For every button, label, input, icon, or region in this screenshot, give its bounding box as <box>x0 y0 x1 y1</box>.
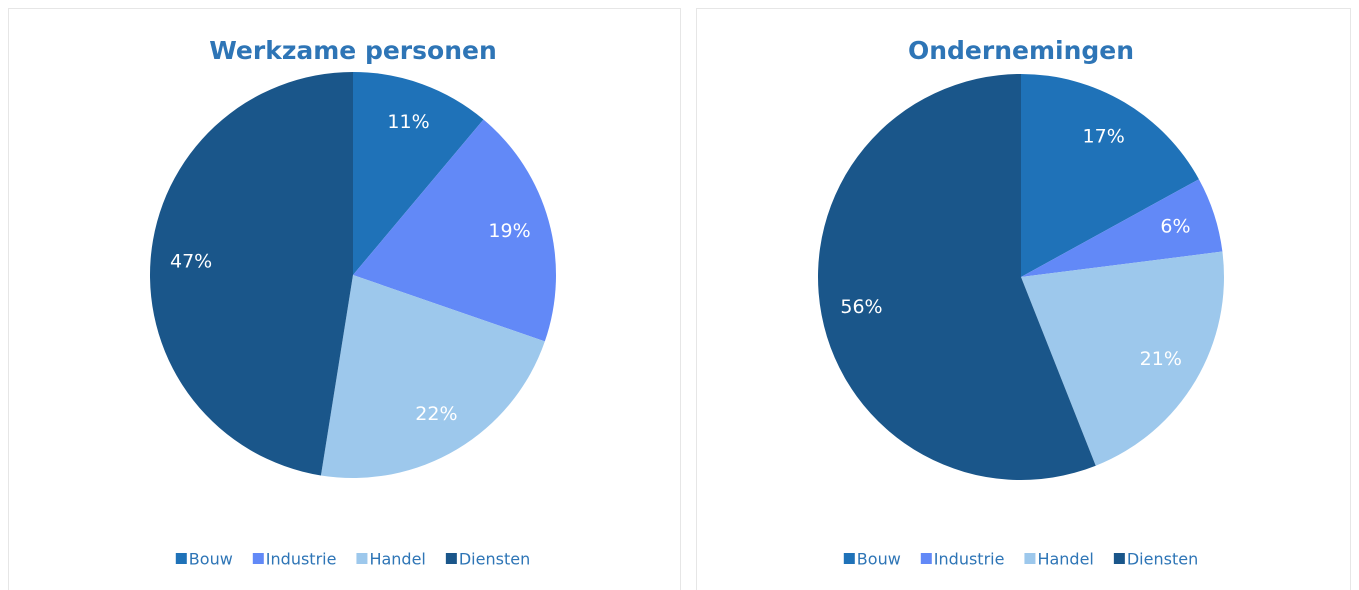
legend-label: Diensten <box>459 550 530 569</box>
data-label: 17% <box>1083 126 1125 148</box>
pie-slice <box>353 119 556 342</box>
data-label: 19% <box>488 220 530 242</box>
legend-swatch <box>356 553 368 564</box>
data-label: 21% <box>1140 348 1182 370</box>
legend-swatch <box>252 553 264 564</box>
legend-label: Handel <box>369 550 425 569</box>
legend-swatch <box>175 553 187 564</box>
pie-slice <box>149 72 353 476</box>
pie-slice <box>320 275 545 478</box>
pie-slice <box>1021 74 1199 277</box>
chart-title: Ondernemingen <box>908 36 1134 65</box>
legend-label: Diensten <box>1127 550 1198 569</box>
chart-title: Werkzame personen <box>209 36 497 65</box>
legend-label: Industrie <box>934 550 1005 569</box>
panel <box>8 8 681 590</box>
legend-label: Handel <box>1037 550 1093 569</box>
legend-swatch <box>1113 553 1125 564</box>
data-label: 11% <box>387 111 429 133</box>
legend-label: Industrie <box>266 550 337 569</box>
legend-swatch <box>843 553 855 564</box>
data-label: 22% <box>415 403 457 425</box>
legend-swatch <box>1024 553 1036 564</box>
data-label: 56% <box>840 296 882 318</box>
data-label: 6% <box>1160 215 1190 237</box>
panel <box>696 8 1351 590</box>
pie-slice <box>817 74 1096 480</box>
legend-swatch <box>445 553 457 564</box>
data-label: 47% <box>170 251 212 273</box>
legend: Bouw Industrie Handel Diensten <box>175 550 530 569</box>
legend-label: Bouw <box>189 550 233 569</box>
legend-swatch <box>920 553 932 564</box>
pie-slice <box>1021 251 1224 466</box>
pie-slice <box>1021 179 1223 277</box>
legend: Bouw Industrie Handel Diensten <box>843 550 1198 569</box>
legend-label: Bouw <box>857 550 901 569</box>
pie-slice <box>353 72 484 275</box>
